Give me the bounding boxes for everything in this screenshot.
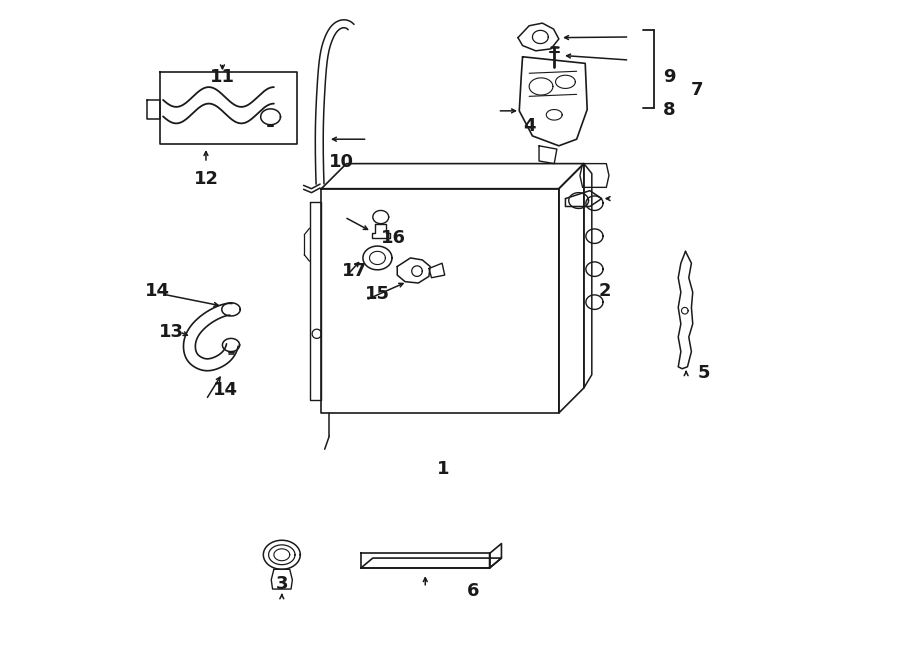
Text: 15: 15 xyxy=(364,285,390,303)
Text: 11: 11 xyxy=(210,67,235,85)
Text: 13: 13 xyxy=(158,323,184,341)
Text: 8: 8 xyxy=(663,100,676,118)
Text: 12: 12 xyxy=(194,170,219,188)
Text: 17: 17 xyxy=(342,262,367,280)
Text: 5: 5 xyxy=(698,364,710,382)
Text: 4: 4 xyxy=(523,117,536,135)
Text: 14: 14 xyxy=(145,282,170,300)
Text: 9: 9 xyxy=(663,67,676,85)
Text: 2: 2 xyxy=(598,282,611,300)
Text: 16: 16 xyxy=(382,229,407,247)
Text: 14: 14 xyxy=(213,381,238,399)
Text: 1: 1 xyxy=(437,460,450,478)
Text: 10: 10 xyxy=(328,153,354,171)
Text: 6: 6 xyxy=(467,582,480,600)
Text: 3: 3 xyxy=(275,576,288,594)
Text: 7: 7 xyxy=(691,81,704,98)
